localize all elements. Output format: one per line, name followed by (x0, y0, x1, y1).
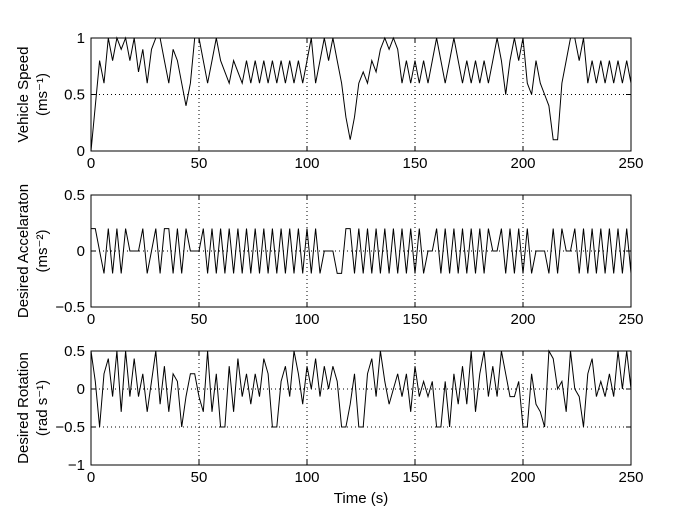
y-tick-label: 0.5 (64, 87, 85, 104)
y-axis-label-line: Desired Rotation (15, 352, 32, 464)
y-tick-label: 0.5 (64, 343, 85, 360)
x-axis-label: Time (s) (334, 490, 388, 507)
x-tick-label: 0 (87, 469, 95, 486)
series-line-speed (90, 36, 632, 152)
x-tick-label: 0 (87, 155, 95, 172)
panel-rotation: 0 50 100 150 200 250 −1 −0.5 0 0.5 Desired Rotatio… (15, 343, 644, 507)
y-axis-label: Vehicle Speed (ms⁻¹) (15, 47, 51, 143)
y-axis-label-line: (rad s⁻¹) (34, 380, 51, 436)
y-tick-label: −0.5 (55, 419, 85, 436)
x-tick-label: 150 (402, 155, 427, 172)
y-axis-label-line: Desired Accelaraton (15, 184, 32, 318)
x-tick-label: 200 (510, 155, 535, 172)
series-line-acceleration (91, 228, 632, 274)
x-tick-label: 250 (618, 469, 643, 486)
x-tick-label: 50 (191, 311, 208, 328)
y-tick-label: 1 (77, 30, 85, 47)
y-axis-label-line: Vehicle Speed (15, 47, 32, 143)
panel-speed: 0 50 100 150 200 250 0 0.5 1 Vehicle Speed (ms⁻¹) (15, 30, 644, 172)
y-axis-label-line: (ms⁻²) (34, 230, 51, 273)
x-tick-label: 100 (294, 311, 319, 328)
x-tick-label: 250 (618, 155, 643, 172)
y-axis-label-line: (ms⁻¹) (34, 73, 51, 116)
x-tick-label: 150 (402, 469, 427, 486)
y-axis-label: Desired Rotation (rad s⁻¹) (15, 352, 51, 464)
x-tick-label: 200 (510, 311, 535, 328)
x-tick-label: 0 (87, 311, 95, 328)
series-line-rotation (90, 349, 632, 428)
y-tick-label: 0 (77, 243, 85, 260)
x-tick-label: 150 (402, 311, 427, 328)
x-tick-label: 50 (191, 469, 208, 486)
x-tick-label: 100 (294, 155, 319, 172)
x-tick-label: 200 (510, 469, 535, 486)
y-tick-label: −0.5 (55, 299, 85, 316)
x-tick-label: 50 (191, 155, 208, 172)
y-tick-label: 0 (77, 143, 85, 160)
y-tick-label: 0 (77, 381, 85, 398)
plot-frame (90, 350, 632, 466)
x-tick-label: 100 (294, 469, 319, 486)
x-tick-label: 250 (618, 311, 643, 328)
y-tick-label: 0.5 (64, 187, 85, 204)
y-axis-label: Desired Accelaraton (ms⁻²) (15, 184, 51, 318)
y-tick-label: −1 (68, 457, 85, 474)
